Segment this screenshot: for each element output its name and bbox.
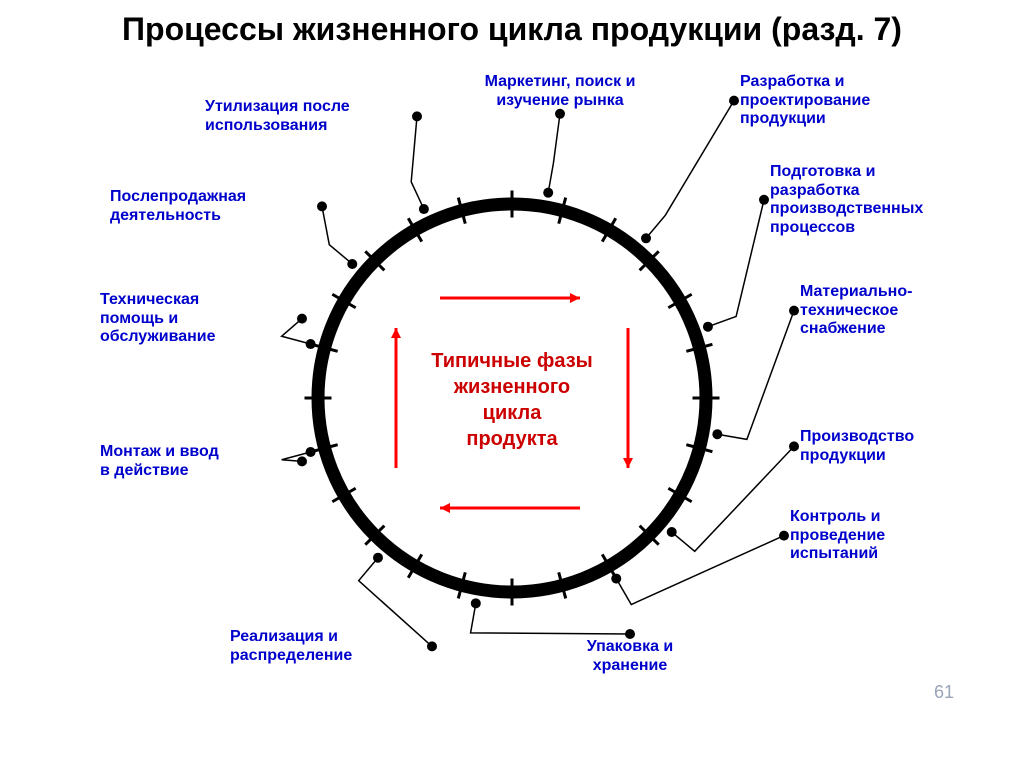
label-distribution: Реализация ираспределение [230,628,430,665]
label-supply: Материально-техническоеснабжение [800,283,1020,338]
label-marketing: Маркетинг, поиск иизучение рынка [460,73,660,110]
label-preparation: Подготовка иразработкапроизводственныхпр… [770,163,1000,237]
label-aftersales: Послепродажнаядеятельность [110,188,320,225]
label-installation: Монтаж и вводв действие [100,443,300,480]
label-service: Техническаяпомощь иобслуживание [100,291,300,346]
page-title: Процессы жизненного цикла продукции (раз… [0,0,1024,48]
lifecycle-diagram: Типичные фазыжизненногоциклапродукта 61 … [0,48,1024,708]
center-label: Типичные фазыжизненногоциклапродукта [402,348,622,452]
label-control: Контроль ипроведениеиспытаний [790,508,1010,563]
label-development: Разработка ипроектированиепродукции [740,73,970,128]
page-number: 61 [934,682,954,703]
label-disposal: Утилизация послеиспользования [205,98,415,135]
label-packaging: Упаковка ихранение [540,638,720,675]
label-production: Производствопродукции [800,428,1020,465]
